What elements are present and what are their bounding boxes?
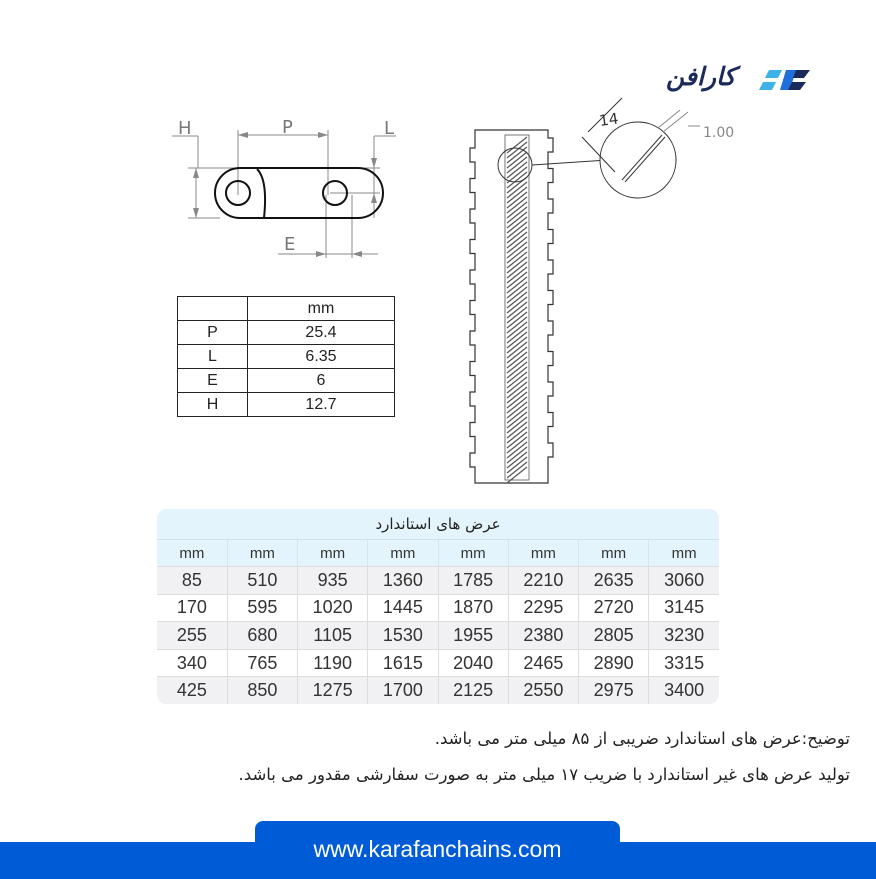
- dim-key: L: [177, 344, 248, 369]
- width-cell: 935: [297, 566, 369, 595]
- dim-value: 6.35: [247, 344, 395, 369]
- width-cell: 2465: [508, 648, 580, 677]
- width-cell: 850: [227, 676, 299, 704]
- footer-tab: [255, 821, 620, 861]
- width-cell: 2210: [508, 566, 580, 595]
- brand-name: کارافن: [666, 62, 736, 91]
- width-cell: 680: [227, 621, 299, 650]
- label-e: E: [284, 234, 295, 255]
- width-cell: 170: [157, 593, 228, 622]
- table-row: 255 680 1105 1530 1955 2380 2805 3230: [157, 621, 719, 650]
- width-cell: 2380: [508, 621, 580, 650]
- detail-dim-14: 14: [598, 109, 619, 129]
- width-cell: 1700: [367, 676, 439, 704]
- dim-key: P: [177, 320, 248, 345]
- width-cell: 1785: [438, 566, 509, 595]
- column-header: mm: [438, 540, 509, 567]
- width-cell: 2040: [438, 648, 509, 677]
- width-cell: 255: [157, 621, 228, 650]
- width-cell: 1190: [297, 648, 369, 677]
- table-row: 340 765 1190 1615 2040 2465 2890 3315: [157, 648, 719, 677]
- dim-key: H: [177, 392, 248, 417]
- table-row: 425 850 1275 1700 2125 2550 2975 3400: [157, 676, 719, 704]
- width-cell: 1020: [297, 593, 369, 622]
- column-header: mm: [157, 540, 228, 567]
- dim-value: 25.4: [247, 320, 395, 345]
- website-link[interactable]: www.karafanchains.com: [313, 836, 562, 862]
- dim-value: 12.7: [247, 392, 395, 417]
- width-cell: 425: [157, 676, 228, 704]
- label-l: L: [384, 118, 394, 139]
- column-header: mm: [578, 540, 650, 567]
- standard-widths-table: عرض های استاندارد mm mm mm mm mm mm mm mm 85 510 9…: [157, 509, 719, 704]
- column-header: mm: [227, 540, 299, 567]
- table-title: عرض های استاندارد: [157, 509, 719, 540]
- width-cell: 595: [227, 593, 299, 622]
- width-cell: 1105: [297, 621, 369, 650]
- table-row: 170 595 1020 1445 1870 2295 2720 3145: [157, 593, 719, 622]
- brand-logo: کارافن: [666, 62, 812, 96]
- width-cell: 1275: [297, 676, 369, 704]
- column-header: mm: [367, 540, 439, 567]
- table-row: 85 510 935 1360 1785 2210 2635 3060: [157, 566, 719, 595]
- column-header: mm: [648, 540, 719, 567]
- width-cell: 2720: [578, 593, 650, 622]
- width-cell: 2975: [578, 676, 650, 704]
- width-cell: 1530: [367, 621, 439, 650]
- width-cell: 2295: [508, 593, 580, 622]
- technical-drawing: H P L E 14 1.00: [172, 97, 734, 484]
- width-cell: 2125: [438, 676, 509, 704]
- width-cell: 3060: [648, 566, 719, 595]
- width-cell: 510: [227, 566, 299, 595]
- dim-key: E: [177, 368, 248, 393]
- logo-mark-icon: [759, 70, 810, 90]
- width-cell: 1615: [367, 648, 439, 677]
- width-cell: 3230: [648, 621, 719, 650]
- width-cell: 2550: [508, 676, 580, 704]
- label-h: H: [178, 118, 192, 139]
- width-cell: 2890: [578, 648, 650, 677]
- detail-dim-1: 1.00: [703, 125, 734, 141]
- width-cell: 1445: [367, 593, 439, 622]
- unit-header: mm: [247, 296, 395, 321]
- width-cell: 3400: [648, 676, 719, 704]
- note-line-2: تولید عرض های غیر استاندارد با ضریب ۱۷ م…: [238, 765, 850, 784]
- widths-grid: mm mm mm mm mm mm mm mm 85 510 935 1360 1785 2210 2635…: [157, 540, 719, 704]
- width-cell: 2805: [578, 621, 650, 650]
- column-header: mm: [508, 540, 580, 567]
- dim-value: 6: [247, 368, 395, 393]
- note-line-1: توضیح:عرض های استاندارد ضریبی از ۸۵ میلی…: [434, 729, 850, 748]
- width-cell: 3145: [648, 593, 719, 622]
- column-header: mm: [297, 540, 369, 567]
- width-cell: 1360: [367, 566, 439, 595]
- width-cell: 2635: [578, 566, 650, 595]
- width-cell: 1955: [438, 621, 509, 650]
- width-cell: 765: [227, 648, 299, 677]
- width-cell: 3315: [648, 648, 719, 677]
- label-p: P: [282, 117, 293, 138]
- width-cell: 1870: [438, 593, 509, 622]
- width-cell: 85: [157, 566, 228, 595]
- width-cell: 340: [157, 648, 228, 677]
